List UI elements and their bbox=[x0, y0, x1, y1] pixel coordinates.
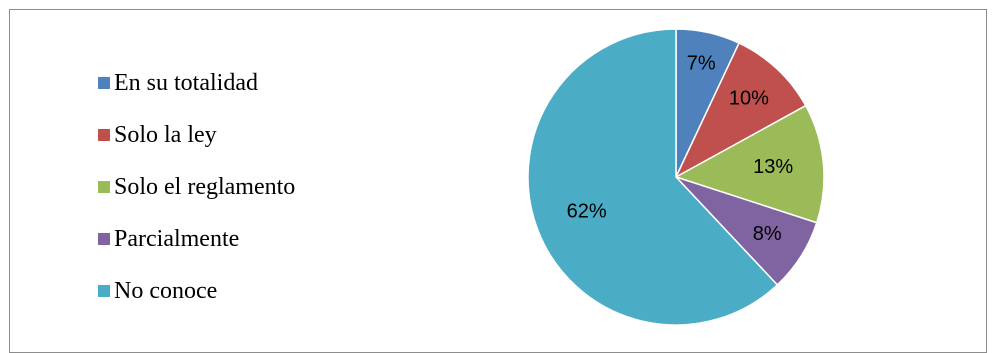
legend: En su totalidad Solo la ley Solo el regl… bbox=[98, 57, 295, 317]
legend-label: Parcialmente bbox=[114, 225, 240, 252]
legend-item-parcialmente: Parcialmente bbox=[98, 213, 295, 265]
legend-label: Solo el reglamento bbox=[114, 173, 296, 200]
legend-label: Solo la ley bbox=[114, 121, 217, 148]
data-label: 7% bbox=[687, 53, 716, 75]
pie-slice-no-conoce bbox=[527, 28, 779, 326]
legend-item-solo-la-ley: Solo la ley bbox=[98, 109, 295, 161]
legend-item-en-su-totalidad: En su totalidad bbox=[98, 57, 295, 109]
legend-swatch bbox=[98, 77, 110, 89]
legend-swatch bbox=[98, 233, 110, 245]
legend-swatch bbox=[98, 129, 110, 141]
legend-item-no-conoce: No conoce bbox=[98, 265, 295, 317]
pie-slice-solo-la-ley bbox=[674, 42, 807, 179]
data-label: 13% bbox=[753, 156, 793, 178]
pie-slice-solo-el-reglamento bbox=[674, 104, 825, 224]
legend-swatch bbox=[98, 181, 110, 193]
data-label: 10% bbox=[729, 88, 769, 110]
legend-item-solo-el-reglamento: Solo el reglamento bbox=[98, 161, 295, 213]
data-label: 62% bbox=[567, 201, 607, 223]
data-label: 8% bbox=[753, 223, 782, 245]
legend-swatch bbox=[98, 285, 110, 297]
legend-label: En su totalidad bbox=[114, 69, 258, 96]
legend-label: No conoce bbox=[114, 277, 218, 304]
